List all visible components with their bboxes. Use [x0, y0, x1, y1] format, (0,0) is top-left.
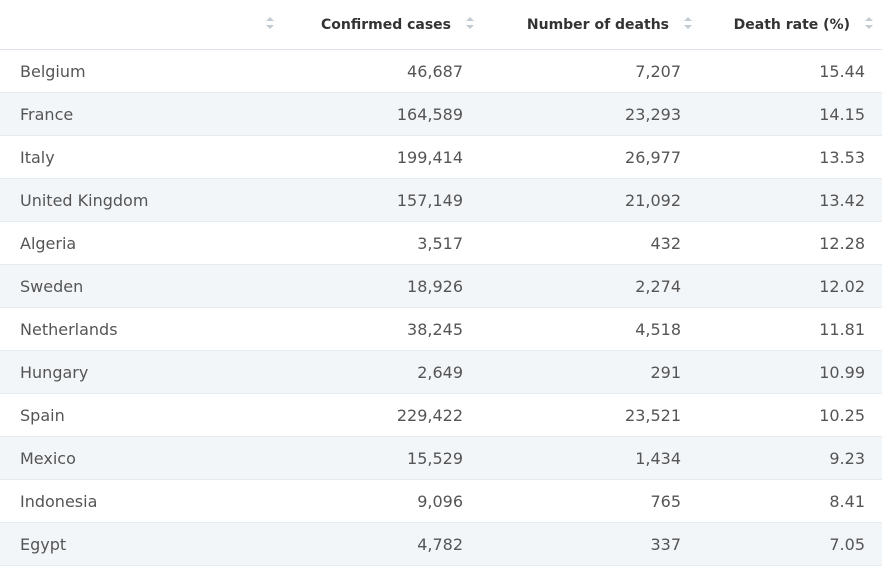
- numeric-cell: 1,434: [483, 436, 701, 480]
- numeric-cell: 291: [483, 350, 701, 394]
- sort-icon[interactable]: [465, 16, 475, 34]
- country-cell: Algeria: [0, 221, 283, 265]
- numeric-cell: 12.02: [701, 264, 882, 308]
- header-label: Death rate (%): [733, 16, 850, 33]
- numeric-cell: 8.41: [701, 479, 882, 523]
- sort-arrows: [684, 16, 692, 29]
- data-table: Confirmed cases Number of deaths Death rat…: [0, 0, 882, 566]
- sort-arrows: [865, 16, 873, 29]
- numeric-cell: 38,245: [283, 307, 483, 351]
- numeric-cell: 46,687: [283, 49, 483, 93]
- numeric-cell: 199,414: [283, 135, 483, 179]
- numeric-cell: 10.25: [701, 393, 882, 437]
- numeric-cell: 2,649: [283, 350, 483, 394]
- column-header[interactable]: [0, 0, 283, 50]
- table-row: Spain 229,422 23,521 10.25: [0, 393, 882, 437]
- table-row: Indonesia 9,096 765 8.41: [0, 479, 882, 523]
- country-cell: Spain: [0, 393, 283, 437]
- numeric-cell: 337: [483, 522, 701, 566]
- column-header[interactable]: Confirmed cases: [283, 0, 483, 50]
- numeric-cell: 4,518: [483, 307, 701, 351]
- table-row: France 164,589 23,293 14.15: [0, 92, 882, 136]
- numeric-cell: 3,517: [283, 221, 483, 265]
- column-header[interactable]: Death rate (%): [701, 0, 882, 50]
- country-cell: Mexico: [0, 436, 283, 480]
- numeric-cell: 13.53: [701, 135, 882, 179]
- column-header[interactable]: Number of deaths: [483, 0, 701, 50]
- numeric-cell: 21,092: [483, 178, 701, 222]
- header-label: Number of deaths: [526, 16, 669, 33]
- table-row: Netherlands 38,245 4,518 11.81: [0, 307, 882, 351]
- table-body: Belgium 46,687 7,207 15.44 France 164,589 23,2…: [0, 49, 882, 566]
- country-cell: Egypt: [0, 522, 283, 566]
- numeric-cell: 7,207: [483, 49, 701, 93]
- sort-arrows: [266, 16, 274, 29]
- numeric-cell: 23,293: [483, 92, 701, 136]
- numeric-cell: 18,926: [283, 264, 483, 308]
- numeric-cell: 157,149: [283, 178, 483, 222]
- sort-icon[interactable]: [683, 16, 693, 34]
- numeric-cell: 23,521: [483, 393, 701, 437]
- numeric-cell: 7.05: [701, 522, 882, 566]
- sort-arrows: [466, 16, 474, 29]
- country-cell: France: [0, 92, 283, 136]
- table-row: Mexico 15,529 1,434 9.23: [0, 436, 882, 480]
- sort-icon[interactable]: [864, 16, 874, 34]
- country-cell: Belgium: [0, 49, 283, 93]
- table-row: Egypt 4,782 337 7.05: [0, 522, 882, 566]
- numeric-cell: 11.81: [701, 307, 882, 351]
- header-label: Confirmed cases: [320, 16, 451, 33]
- numeric-cell: 9,096: [283, 479, 483, 523]
- table-row: Hungary 2,649 291 10.99: [0, 350, 882, 394]
- table-row: Italy 199,414 26,977 13.53: [0, 135, 882, 179]
- table-row: Belgium 46,687 7,207 15.44: [0, 49, 882, 93]
- numeric-cell: 229,422: [283, 393, 483, 437]
- table-row: United Kingdom 157,149 21,092 13.42: [0, 178, 882, 222]
- country-cell: Indonesia: [0, 479, 283, 523]
- country-cell: Netherlands: [0, 307, 283, 351]
- numeric-cell: 4,782: [283, 522, 483, 566]
- numeric-cell: 15,529: [283, 436, 483, 480]
- numeric-cell: 2,274: [483, 264, 701, 308]
- numeric-cell: 15.44: [701, 49, 882, 93]
- numeric-cell: 10.99: [701, 350, 882, 394]
- numeric-cell: 765: [483, 479, 701, 523]
- sort-icon[interactable]: [265, 16, 275, 34]
- numeric-cell: 9.23: [701, 436, 882, 480]
- numeric-cell: 164,589: [283, 92, 483, 136]
- numeric-cell: 432: [483, 221, 701, 265]
- table-row: Sweden 18,926 2,274 12.02: [0, 264, 882, 308]
- country-cell: Italy: [0, 135, 283, 179]
- country-cell: United Kingdom: [0, 178, 283, 222]
- numeric-cell: 26,977: [483, 135, 701, 179]
- numeric-cell: 12.28: [701, 221, 882, 265]
- numeric-cell: 13.42: [701, 178, 882, 222]
- table-row: Algeria 3,517 432 12.28: [0, 221, 882, 265]
- country-cell: Sweden: [0, 264, 283, 308]
- country-cell: Hungary: [0, 350, 283, 394]
- header-row: Confirmed cases Number of deaths Death rat…: [0, 0, 882, 50]
- numeric-cell: 14.15: [701, 92, 882, 136]
